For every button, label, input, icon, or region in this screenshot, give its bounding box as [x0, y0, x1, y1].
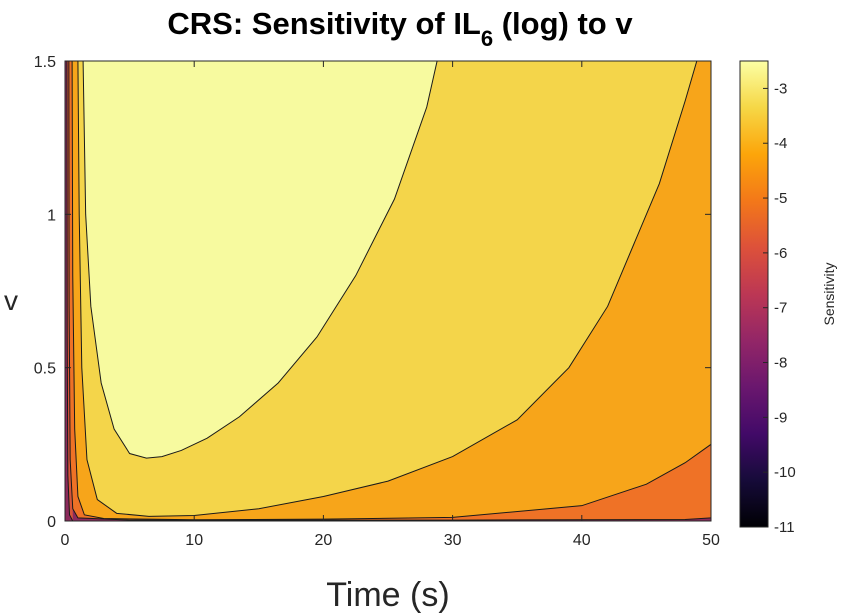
colorbar [739, 60, 769, 528]
y-tick-label: 0 [47, 514, 56, 531]
x-axis-label: Time (s) [326, 576, 449, 614]
colorbar-ticks: -3 -4 -5 -6 -7 -8 -9 -10 -11 [763, 80, 796, 536]
y-axis: 0 0.5 1 1.5 [34, 54, 711, 531]
y-axis-label: v [4, 285, 18, 316]
colorbar-tick-label: -11 [774, 519, 795, 536]
x-tick-label: 30 [444, 532, 462, 549]
contour-regions [65, 61, 711, 521]
y-tick-label: 1 [47, 207, 56, 224]
title-suffix: (log) to v [493, 6, 633, 41]
colorbar-tick-label: -5 [774, 190, 787, 207]
contour-line--3_5 [77, 61, 698, 517]
y-tick-label: 1.5 [34, 54, 56, 71]
x-tick-label: 50 [702, 532, 720, 549]
colorbar-tick-label: -7 [774, 300, 787, 317]
x-tick-label: 40 [573, 532, 591, 549]
plot-frame [64, 60, 712, 522]
y-tick-label: 0.5 [34, 361, 56, 378]
contour-line--3 [82, 61, 438, 459]
colorbar-tick-label: -9 [774, 409, 787, 426]
x-axis: 0 10 20 30 40 50 [61, 61, 720, 549]
chart-title: CRS: Sensitivity of IL6 (log) to v [167, 6, 633, 51]
x-tick-label: 10 [185, 532, 203, 549]
x-tick-label: 20 [315, 532, 333, 549]
title-prefix: CRS: Sensitivity of IL [167, 6, 480, 41]
contour-line--5 [66, 61, 74, 521]
colorbar-tick-label: -8 [774, 355, 787, 372]
x-tick-label: 0 [61, 532, 70, 549]
title-subscript: 6 [481, 26, 493, 51]
colorbar-tick-label: -6 [774, 245, 787, 262]
colorbar-tick-label: -10 [774, 464, 796, 481]
colorbar-label: Sensitivity [821, 262, 837, 325]
contour-line--4_5 [68, 61, 711, 521]
region-level--3 [83, 61, 438, 459]
colorbar-tick-label: -3 [774, 80, 787, 97]
colorbar-tick-label: -4 [774, 135, 787, 152]
